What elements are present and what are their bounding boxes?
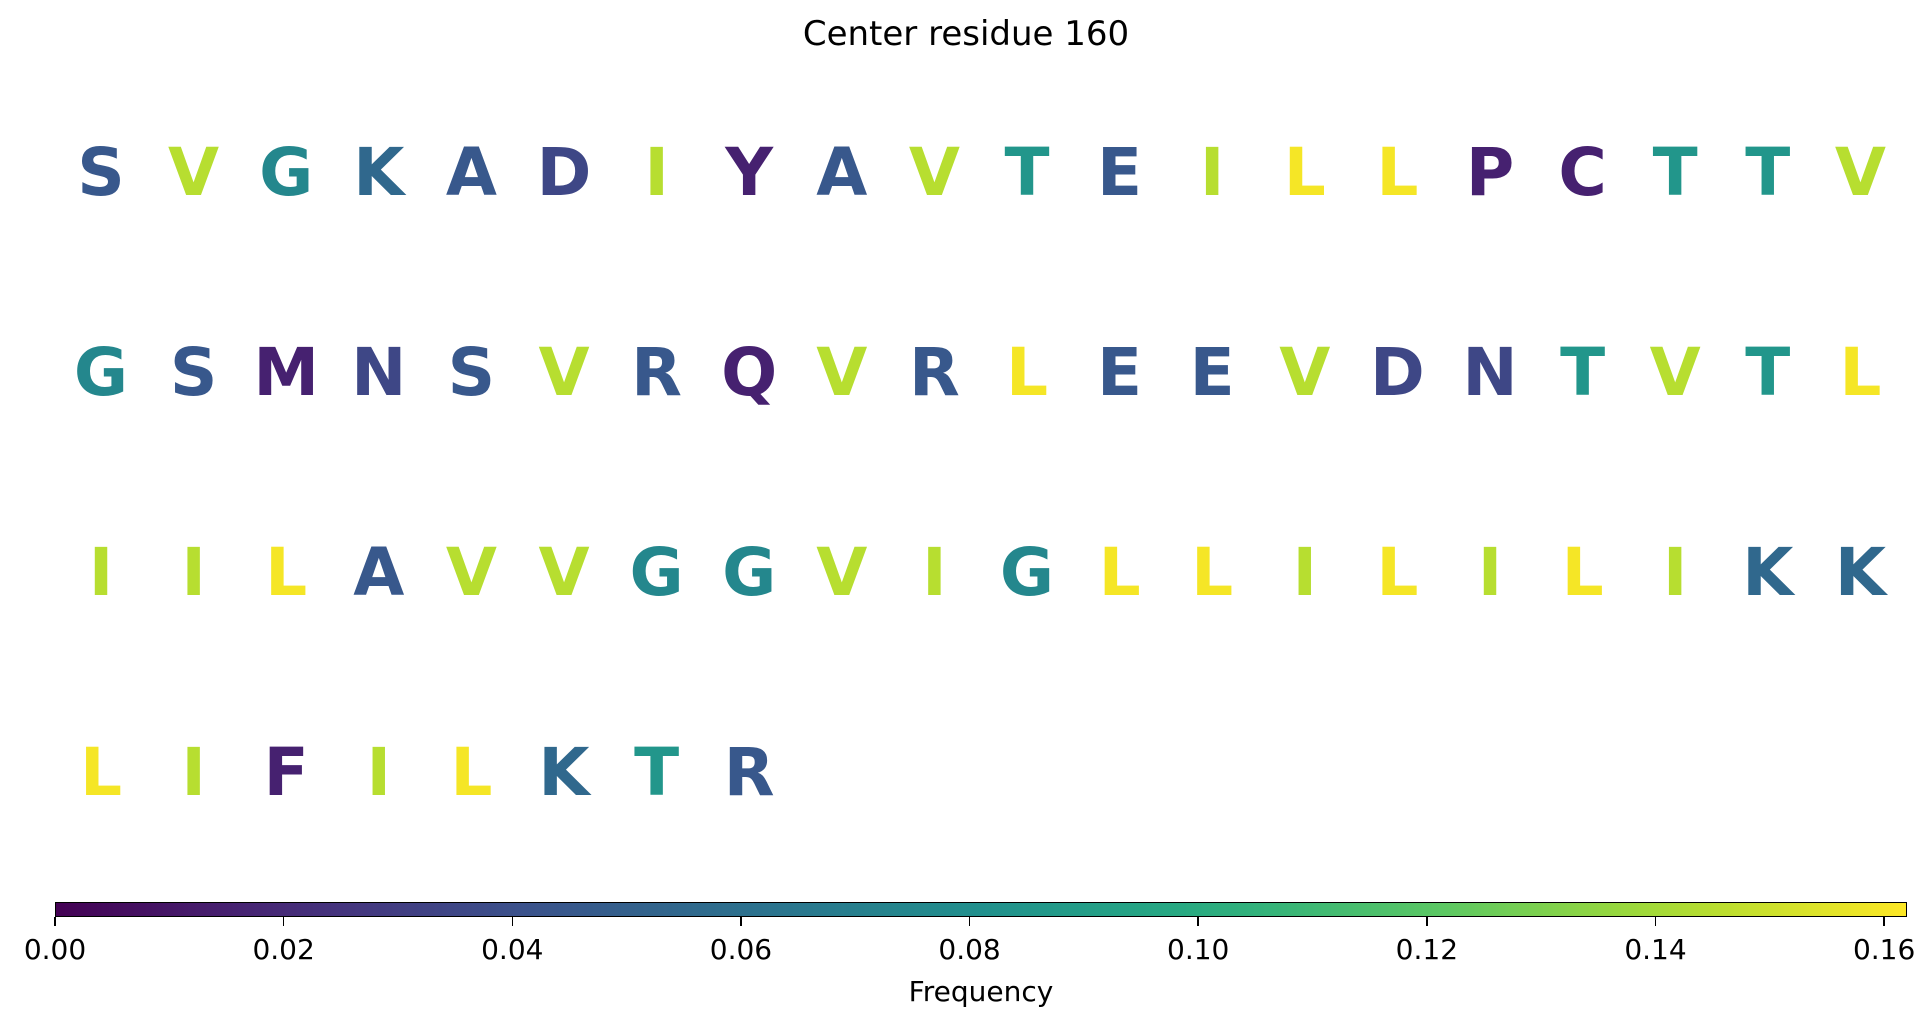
- residue-letter: F: [263, 734, 309, 811]
- residue-letter: K: [1834, 534, 1886, 611]
- residue-letter: R: [631, 334, 682, 411]
- residue-letter: T: [1745, 134, 1791, 211]
- residue-letter: L: [265, 534, 308, 611]
- residue-letter: L: [79, 734, 123, 811]
- residue-letter: C: [1558, 134, 1607, 211]
- colorbar-tick: [1654, 917, 1657, 926]
- colorbar-tick: [740, 917, 742, 926]
- colorbar-tick: [54, 917, 56, 926]
- residue-letter: L: [1376, 534, 1419, 611]
- colorbar-tick-label: 0.06: [709, 933, 773, 966]
- residue-letter: V: [538, 534, 590, 611]
- colorbar-label: Frequency: [908, 975, 1054, 1008]
- residue-letter: N: [351, 334, 407, 411]
- colorbar-tick-label: 0.00: [23, 933, 87, 966]
- residue-letter: D: [536, 134, 592, 211]
- residue-letter: L: [450, 734, 493, 811]
- chart-title: Center residue 160: [802, 14, 1130, 54]
- colorbar-tick: [1197, 917, 1199, 926]
- residue-letter: T: [1652, 134, 1698, 211]
- colorbar-tick-label: 0.16: [1852, 933, 1916, 966]
- colorbar: [55, 902, 1907, 917]
- residue-letter: D: [1369, 334, 1425, 411]
- residue-letter: I: [181, 734, 206, 811]
- residue-letter: I: [644, 134, 669, 211]
- residue-letter: G: [73, 334, 129, 411]
- colorbar-tick-label: 0.02: [252, 933, 315, 966]
- colorbar-tick-label: 0.04: [481, 933, 544, 966]
- residue-letter: T: [1560, 334, 1606, 411]
- colorbar-tick-label: 0.14: [1624, 933, 1687, 966]
- residue-letter: V: [1834, 134, 1886, 211]
- residue-letter: V: [168, 134, 220, 211]
- residue-letter: G: [259, 134, 314, 211]
- residue-letter: E: [1097, 334, 1143, 411]
- residue-letter: R: [908, 334, 960, 411]
- residue-letter: L: [1376, 134, 1419, 211]
- residue-letter: E: [1097, 134, 1143, 211]
- residue-letter: I: [1662, 534, 1688, 611]
- residue-letter: G: [722, 534, 777, 611]
- residue-letter: K: [538, 734, 590, 811]
- residue-letter: V: [908, 134, 960, 211]
- residue-letter: R: [723, 734, 775, 811]
- colorbar-tick: [1883, 917, 1885, 926]
- residue-letter: A: [445, 134, 497, 211]
- residue-letter: I: [366, 734, 392, 811]
- residue-letter: V: [816, 534, 868, 611]
- residue-letter: V: [1279, 334, 1331, 411]
- residue-letter: G: [629, 534, 684, 611]
- residue-letter: L: [1191, 534, 1234, 611]
- residue-letter: L: [1098, 534, 1141, 611]
- residue-letter: I: [1477, 534, 1503, 611]
- colorbar-tick-label: 0.10: [1167, 933, 1230, 966]
- residue-letter: I: [1292, 534, 1318, 611]
- residue-letter: T: [1004, 134, 1050, 211]
- residue-letter: P: [1465, 134, 1515, 211]
- residue-letter: I: [922, 534, 947, 611]
- colorbar-tick: [1426, 917, 1428, 926]
- residue-letter: L: [1005, 334, 1049, 411]
- colorbar-tick: [968, 917, 971, 926]
- residue-letter: A: [816, 134, 868, 211]
- residue-letter: V: [445, 534, 497, 611]
- residue-letter: S: [447, 334, 496, 411]
- residue-letter: S: [169, 334, 218, 411]
- residue-letter: T: [1745, 334, 1791, 411]
- residue-letter: G: [999, 534, 1055, 611]
- colorbar-tick: [511, 917, 514, 926]
- residue-letter: V: [538, 334, 590, 411]
- residue-letter: M: [253, 334, 320, 411]
- residue-letter: L: [1561, 534, 1604, 611]
- residue-letter: N: [1462, 334, 1518, 411]
- residue-letter: A: [353, 534, 405, 611]
- residue-letter: Y: [725, 134, 774, 211]
- residue-letter: I: [88, 534, 114, 611]
- residue-letter: K: [1742, 534, 1794, 611]
- residue-letter: V: [1649, 334, 1701, 411]
- residue-letter: E: [1189, 334, 1235, 411]
- residue-letter: K: [353, 134, 405, 211]
- colorbar-gradient: [56, 903, 1906, 916]
- colorbar-tick-label: 0.12: [1395, 933, 1459, 966]
- residue-letter: L: [1839, 334, 1882, 411]
- residue-letter: I: [181, 534, 206, 611]
- residue-letter: V: [816, 334, 868, 411]
- residue-letter: S: [77, 134, 125, 211]
- residue-letter: Q: [721, 334, 778, 411]
- residue-letter: T: [634, 734, 680, 811]
- residue-letter: L: [1283, 134, 1326, 211]
- residue-letter: I: [1199, 134, 1225, 211]
- colorbar-tick-label: 0.08: [938, 933, 1001, 966]
- colorbar-tick: [282, 917, 285, 926]
